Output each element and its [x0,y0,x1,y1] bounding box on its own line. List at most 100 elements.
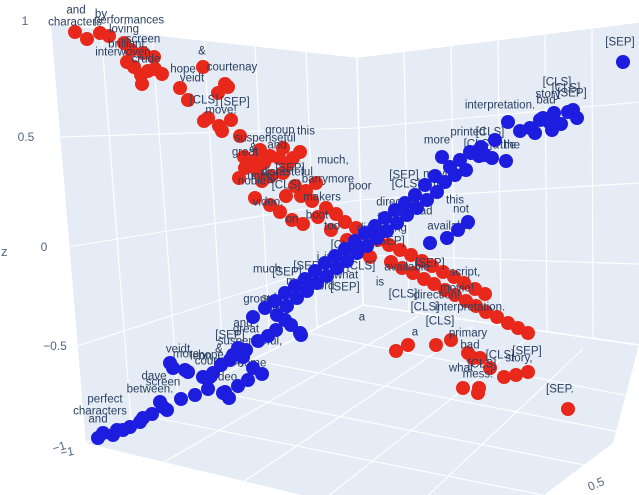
data-point-red[interactable] [248,191,262,205]
data-point-red[interactable] [479,305,493,319]
data-point-red[interactable] [490,310,504,324]
data-point-blue[interactable] [461,215,475,229]
data-point-blue[interactable] [408,188,422,202]
data-point-blue[interactable] [440,231,454,245]
data-point-blue[interactable] [255,367,269,381]
data-point-blue[interactable] [163,356,177,370]
data-point-blue[interactable] [472,149,486,163]
data-point-blue[interactable] [378,211,392,225]
data-point-red[interactable] [473,351,487,365]
data-point-red[interactable] [173,81,187,95]
data-point-red[interactable] [384,255,398,269]
data-point-red[interactable] [181,93,195,107]
data-point-red[interactable] [294,189,308,203]
data-point-blue[interactable] [513,124,527,138]
data-point-red[interactable] [197,114,211,128]
data-point-blue[interactable] [428,169,442,183]
data-point-red[interactable] [255,174,269,188]
data-point-blue[interactable] [235,348,249,362]
data-point-blue[interactable] [318,256,332,270]
data-point-blue[interactable] [156,400,170,414]
data-point-red[interactable] [293,145,307,159]
data-point-red[interactable] [147,50,161,64]
data-point-red[interactable] [124,43,138,57]
data-point-red[interactable] [393,243,407,257]
data-point-blue[interactable] [388,203,402,217]
data-point-blue[interactable] [258,301,272,315]
data-point-red[interactable] [68,25,82,39]
data-point-blue[interactable] [251,334,265,348]
data-point-blue[interactable] [358,226,372,240]
data-point-blue[interactable] [418,178,432,192]
data-point-blue[interactable] [485,151,499,165]
data-point-red[interactable] [102,29,116,43]
data-point-blue[interactable] [370,231,384,245]
data-point-red[interactable] [136,46,150,60]
data-point-red[interactable] [425,259,439,273]
data-point-blue[interactable] [488,133,502,147]
data-point-blue[interactable] [246,310,260,324]
data-point-red[interactable] [483,361,497,375]
data-point-red[interactable] [273,205,287,219]
data-point-red[interactable] [305,194,319,208]
data-point-red[interactable] [80,32,94,46]
data-point-blue[interactable] [430,185,444,199]
data-point-red[interactable] [309,176,323,190]
data-point-blue[interactable] [570,111,584,125]
data-point-blue[interactable] [218,385,232,399]
data-point-blue[interactable] [350,246,364,260]
data-point-red[interactable] [285,213,299,227]
data-point-blue[interactable] [423,236,437,250]
data-point-red[interactable] [363,250,377,264]
data-point-red[interactable] [561,402,575,416]
data-point-red[interactable] [478,287,492,301]
data-point-blue[interactable] [545,123,559,137]
data-point-red[interactable] [196,60,210,74]
data-point-blue[interactable] [459,163,473,177]
data-point-red[interactable] [404,248,418,262]
data-point-blue[interactable] [451,223,465,237]
data-point-blue[interactable] [308,264,322,278]
data-point-red[interactable] [429,338,443,352]
data-point-red[interactable] [406,266,420,280]
data-point-blue[interactable] [400,208,414,222]
data-point-blue[interactable] [310,276,324,290]
data-point-red[interactable] [521,365,535,379]
data-point-red[interactable] [436,265,450,279]
data-point-blue[interactable] [330,261,344,275]
data-point-red[interactable] [221,80,235,94]
data-point-blue[interactable] [390,216,404,230]
data-point-blue[interactable] [528,126,542,140]
data-point-blue[interactable] [547,106,561,120]
data-point-red[interactable] [338,215,352,229]
data-point-blue[interactable] [201,382,215,396]
data-point-blue[interactable] [420,193,434,207]
data-point-red[interactable] [471,386,485,400]
data-point-blue[interactable] [290,291,304,305]
data-point-red[interactable] [233,129,247,143]
data-point-blue[interactable] [231,379,245,393]
data-point-blue[interactable] [616,55,630,69]
data-point-blue[interactable] [280,299,294,313]
data-point-red[interactable] [509,368,523,382]
data-point-red[interactable] [448,288,462,302]
data-point-red[interactable] [155,67,169,81]
data-point-blue[interactable] [278,286,292,300]
data-point-blue[interactable] [348,234,362,248]
data-point-blue[interactable] [91,431,105,445]
data-point-red[interactable] [382,238,396,252]
data-point-red[interactable] [395,261,409,275]
data-point-red[interactable] [324,223,338,237]
data-point-red[interactable] [456,381,470,395]
data-point-blue[interactable] [294,328,308,342]
data-point-red[interactable] [401,338,415,352]
data-point-red[interactable] [311,210,325,224]
data-point-blue[interactable] [435,150,449,164]
data-point-red[interactable] [389,344,403,358]
data-point-blue[interactable] [196,370,210,384]
data-point-red[interactable] [279,189,293,203]
data-point-red[interactable] [135,77,149,91]
data-point-red[interactable] [276,166,290,180]
data-point-red[interactable] [296,217,310,231]
